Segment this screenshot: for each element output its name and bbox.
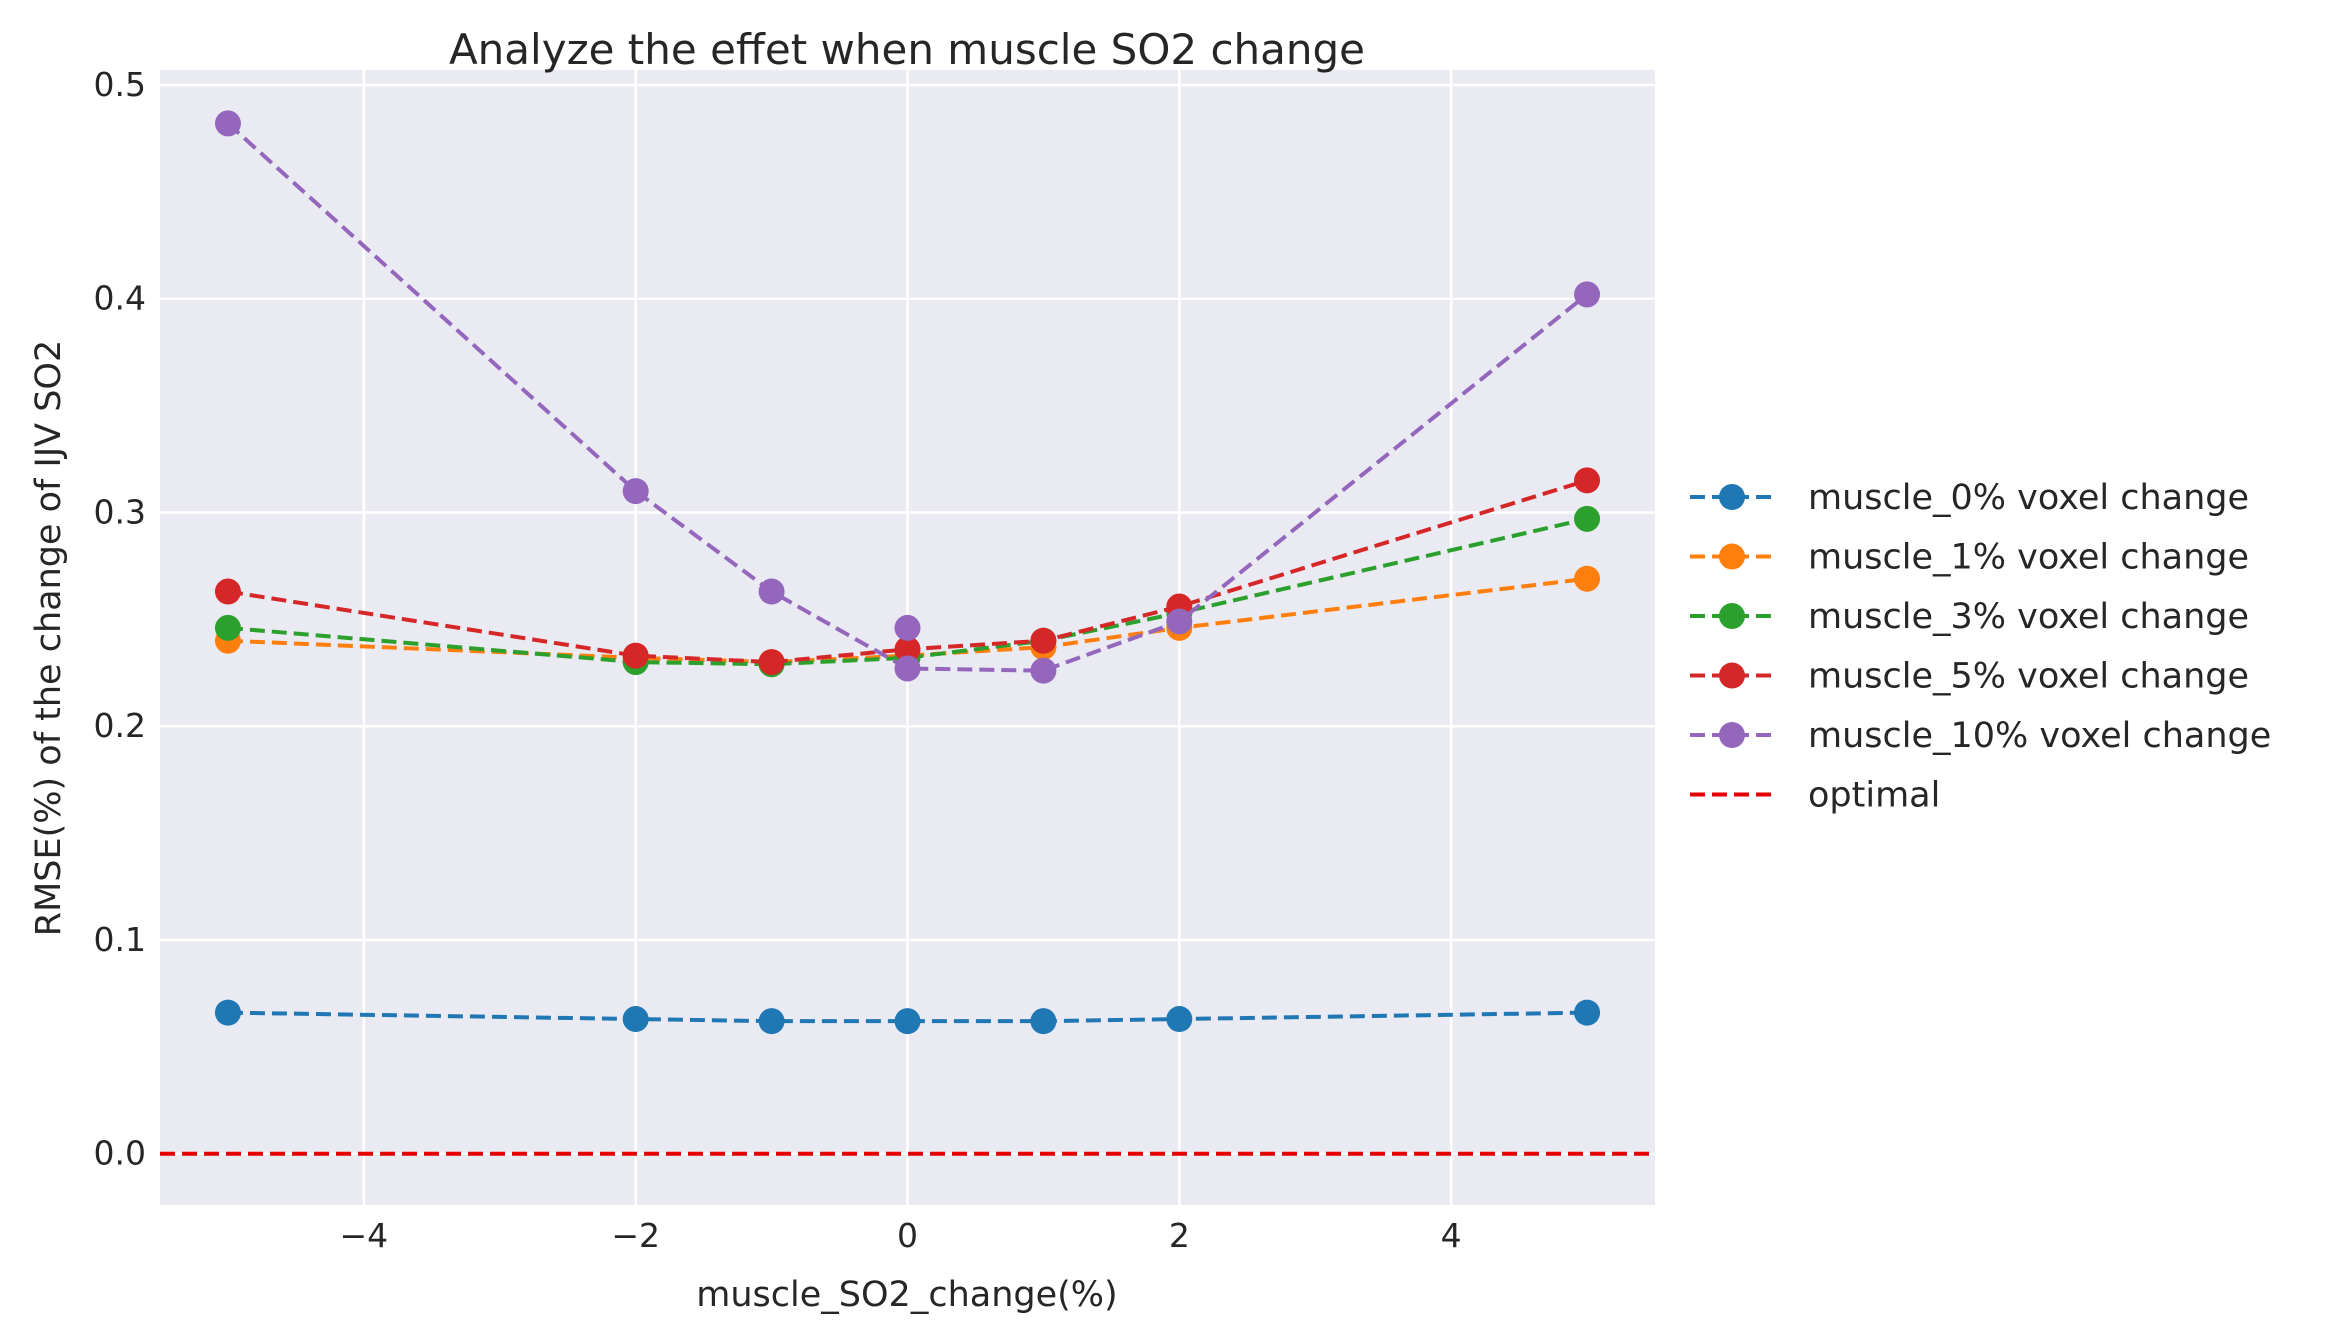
y-tick-labels: 0.0 0.1 0.2 0.3 0.4 0.5	[94, 65, 146, 1173]
legend-item: muscle_5% voxel change	[1690, 657, 2249, 697]
data-point	[1030, 1008, 1057, 1035]
legend: muscle_0% voxel change muscle_1% voxel ch…	[1690, 478, 2271, 816]
legend-item: optimal	[1690, 776, 1940, 816]
data-point	[622, 478, 649, 505]
legend-item: muscle_3% voxel change	[1690, 597, 2249, 637]
series-4	[214, 110, 1601, 684]
data-point	[1030, 627, 1057, 654]
data-point	[1166, 608, 1193, 635]
y-tick-label: 0.2	[94, 706, 146, 745]
legend-marker	[1719, 543, 1745, 570]
legend-label: muscle_0% voxel change	[1808, 478, 2249, 518]
data-point	[214, 999, 241, 1026]
y-tick-label: 0.1	[94, 920, 146, 959]
y-tick-label: 0.5	[94, 65, 146, 104]
y-axis-label: RMSE(%) of the change of IJV SO2	[29, 340, 69, 937]
data-point	[1574, 467, 1601, 494]
x-tick-labels: −4 −2 0 2 4	[340, 1216, 1462, 1255]
chart-title: Analyze the effet when muscle SO2 change	[449, 25, 1365, 74]
data-point	[1166, 1006, 1193, 1033]
x-tick-label: −4	[340, 1216, 389, 1255]
data-point	[894, 1008, 921, 1035]
data-point	[1574, 281, 1601, 308]
series-3	[214, 467, 1601, 676]
data-point	[758, 649, 785, 676]
x-axis-label: muscle_SO2_change(%)	[696, 1275, 1117, 1315]
data-point	[214, 614, 241, 641]
data-point	[894, 636, 921, 663]
x-tick-label: −2	[611, 1216, 660, 1255]
data-point	[1574, 505, 1601, 532]
data-point	[622, 642, 649, 669]
series-0	[214, 999, 1601, 1035]
data-point	[214, 110, 241, 137]
y-tick-label: 0.4	[94, 279, 146, 318]
data-point	[894, 614, 921, 641]
legend-marker	[1719, 603, 1745, 629]
y-tick-label: 0.0	[94, 1134, 146, 1173]
data-point	[1574, 999, 1601, 1026]
data-point	[1574, 565, 1601, 592]
data-point	[1030, 657, 1057, 684]
legend-item: muscle_0% voxel change	[1690, 478, 2249, 518]
legend-label: muscle_3% voxel change	[1808, 597, 2249, 637]
data-point	[214, 578, 241, 605]
legend-marker	[1719, 722, 1745, 748]
legend-item: muscle_10% voxel change	[1690, 716, 2271, 756]
legend-item: muscle_1% voxel change	[1690, 538, 2249, 578]
legend-label: muscle_5% voxel change	[1808, 657, 2249, 697]
data-point	[894, 655, 921, 682]
series-group	[214, 110, 1601, 1035]
legend-label: muscle_10% voxel change	[1808, 716, 2271, 756]
x-tick-label: 4	[1441, 1216, 1462, 1255]
x-tick-label: 0	[897, 1216, 918, 1255]
data-point	[622, 1006, 649, 1033]
legend-label: muscle_1% voxel change	[1808, 538, 2249, 578]
data-point	[758, 1008, 785, 1035]
legend-label: optimal	[1808, 776, 1940, 816]
legend-marker	[1719, 662, 1745, 689]
data-point	[758, 578, 785, 605]
legend-marker	[1719, 484, 1745, 510]
y-tick-label: 0.3	[94, 492, 146, 531]
x-tick-label: 2	[1169, 1216, 1190, 1255]
